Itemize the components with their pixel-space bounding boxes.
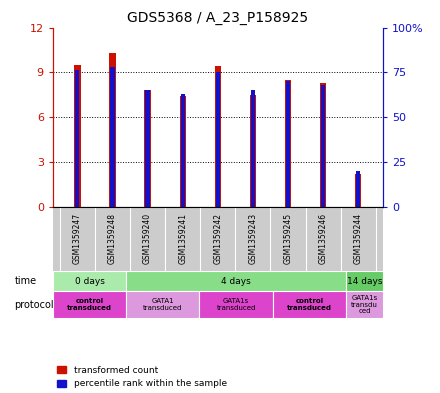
Text: GSM1359242: GSM1359242 bbox=[213, 213, 222, 264]
Title: GDS5368 / A_23_P158925: GDS5368 / A_23_P158925 bbox=[127, 11, 308, 25]
Bar bbox=[355, 174, 361, 207]
Text: GSM1359240: GSM1359240 bbox=[143, 213, 152, 264]
Text: 0 days: 0 days bbox=[74, 277, 104, 286]
Bar bbox=[285, 80, 291, 207]
Text: GSM1359245: GSM1359245 bbox=[283, 213, 293, 264]
Bar bbox=[215, 66, 221, 207]
Bar bbox=[346, 291, 383, 318]
Text: protocol: protocol bbox=[14, 300, 54, 310]
Bar bbox=[273, 291, 346, 318]
Bar bbox=[199, 291, 273, 318]
Bar bbox=[110, 67, 114, 207]
Text: GATA1s
transduced: GATA1s transduced bbox=[216, 298, 256, 311]
Bar bbox=[251, 90, 255, 207]
Text: GSM1359244: GSM1359244 bbox=[354, 213, 363, 264]
Bar bbox=[75, 70, 80, 207]
Text: GSM1359248: GSM1359248 bbox=[108, 213, 117, 264]
Legend: transformed count, percentile rank within the sample: transformed count, percentile rank withi… bbox=[57, 366, 227, 389]
Bar bbox=[346, 271, 383, 291]
Bar bbox=[321, 85, 325, 207]
Bar bbox=[216, 72, 220, 207]
Text: GSM1359243: GSM1359243 bbox=[249, 213, 257, 264]
Bar bbox=[109, 53, 116, 207]
Text: control
transduced: control transduced bbox=[67, 298, 112, 311]
Bar bbox=[126, 271, 346, 291]
Bar bbox=[144, 90, 151, 207]
Bar bbox=[286, 81, 290, 207]
Bar bbox=[126, 291, 199, 318]
Bar bbox=[53, 271, 126, 291]
Bar bbox=[180, 94, 185, 207]
Text: GSM1359246: GSM1359246 bbox=[319, 213, 328, 264]
Bar bbox=[320, 83, 326, 207]
Bar bbox=[53, 291, 126, 318]
Bar bbox=[250, 95, 256, 207]
Text: 4 days: 4 days bbox=[221, 277, 251, 286]
Text: GSM1359247: GSM1359247 bbox=[73, 213, 82, 264]
Bar bbox=[356, 171, 360, 207]
Text: 14 days: 14 days bbox=[347, 277, 382, 286]
Text: GATA1s
transdu
ced: GATA1s transdu ced bbox=[351, 295, 378, 314]
Bar bbox=[180, 96, 186, 207]
Text: time: time bbox=[14, 276, 37, 286]
Text: GATA1
transduced: GATA1 transduced bbox=[143, 298, 183, 311]
Bar bbox=[146, 90, 150, 207]
Text: control
transduced: control transduced bbox=[287, 298, 332, 311]
Text: GSM1359241: GSM1359241 bbox=[178, 213, 187, 264]
Bar bbox=[74, 65, 81, 207]
